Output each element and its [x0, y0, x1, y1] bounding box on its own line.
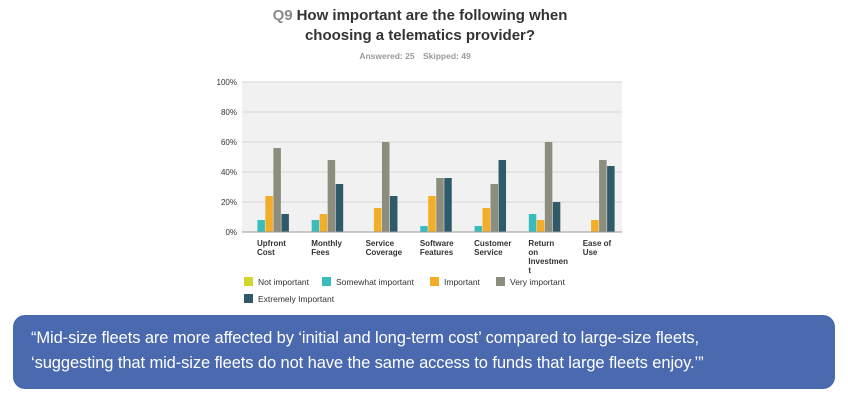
y-tick-label: 80%: [221, 108, 237, 117]
quote-callout: “Mid-size fleets are more affected by ‘i…: [13, 315, 835, 389]
x-tick-label: Upfront Cost: [257, 239, 286, 257]
bar: [327, 160, 336, 232]
bar: [389, 196, 398, 232]
legend-item-extremely-important: Extremely Important: [244, 294, 334, 305]
bar: [311, 220, 320, 232]
bar: [265, 196, 273, 232]
legend-label: Important: [444, 277, 480, 287]
x-tick-label: Customer Service: [474, 239, 511, 257]
legend-label: Not important: [258, 277, 310, 287]
legend-swatch: [496, 277, 505, 286]
bar-chart: 0% 20% 40% 60% 80% 100% Upfront Cost Monthly Fees…: [217, 78, 622, 274]
legend-item-somewhat-important: Somewhat important: [322, 277, 414, 288]
skipped-count: Skipped: 49: [422, 51, 471, 61]
x-tick-label: Return on Investmen t: [528, 239, 568, 274]
bar: [552, 202, 561, 232]
y-tick-label: 40%: [221, 168, 237, 177]
x-tick-label: Software Features: [420, 239, 454, 257]
y-tick-label: 60%: [221, 138, 237, 147]
question-text-line1: How important are the following when: [296, 7, 568, 24]
bar: [482, 208, 491, 232]
bar: [490, 184, 499, 232]
legend-item-very-important: Very important: [496, 277, 565, 288]
response-stats: Answered: 25 Skipped: 49: [300, 51, 530, 61]
bar: [335, 184, 344, 232]
legend-label: Somewhat important: [336, 277, 414, 287]
x-tick-label: Service Coverage: [366, 239, 403, 257]
bar: [528, 214, 537, 232]
bar: [428, 196, 436, 232]
bar: [373, 208, 382, 232]
legend-swatch: [244, 277, 253, 286]
bar: [474, 226, 483, 232]
question-title: Q9 How important are the following when c…: [250, 6, 590, 46]
legend-label: Very important: [510, 277, 565, 287]
y-tick-label: 0%: [225, 228, 237, 237]
bar: [381, 142, 390, 232]
y-tick-label: 20%: [221, 198, 237, 207]
y-tick-label: 100%: [217, 78, 237, 87]
bar: [319, 214, 328, 232]
question-number: Q9: [272, 7, 293, 24]
legend-label: Extremely Important: [258, 294, 335, 304]
quote-line-1: “Mid-size fleets are more affected by ‘i…: [31, 329, 700, 347]
bar: [420, 226, 428, 232]
bar: [591, 220, 599, 232]
answered-count: Answered: 25: [359, 51, 415, 61]
bar: [281, 214, 289, 232]
legend-item-not-important: Not important: [244, 277, 309, 288]
question-text-line2: choosing a telematics provider?: [304, 27, 536, 44]
legend-swatch: [430, 277, 439, 286]
x-tick-label: Monthly Fees: [311, 239, 342, 257]
bar: [599, 160, 607, 232]
bar: [436, 178, 444, 232]
bar: [544, 142, 553, 232]
bar: [607, 166, 615, 232]
legend-item-important: Important: [430, 277, 480, 288]
bar: [536, 220, 545, 232]
quote-line-2: ‘suggesting that mid-size fleets do not …: [31, 354, 704, 372]
x-tick-label: Ease of Use: [583, 239, 612, 257]
bar: [444, 178, 452, 232]
bar: [257, 220, 265, 232]
legend-swatch: [244, 294, 253, 303]
bar: [498, 160, 507, 232]
legend-swatch: [322, 277, 331, 286]
bar: [273, 148, 281, 232]
